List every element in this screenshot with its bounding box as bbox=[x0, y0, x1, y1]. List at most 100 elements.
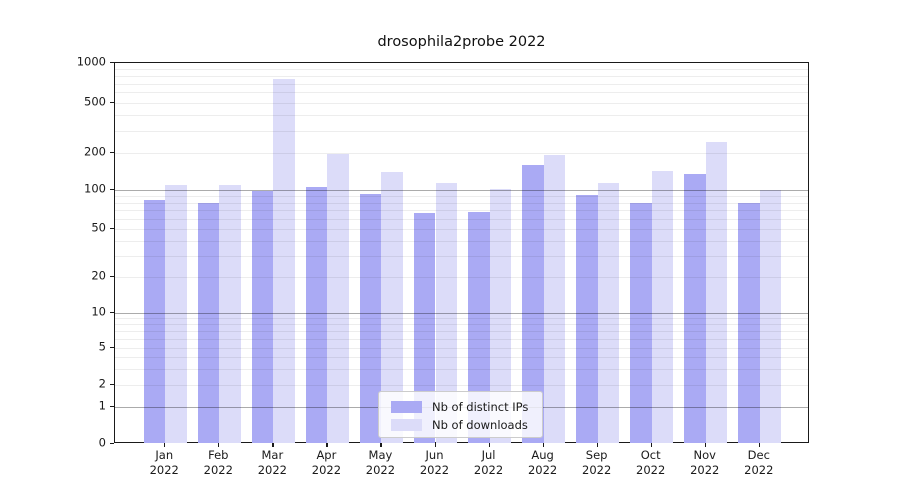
x-tick bbox=[272, 443, 274, 447]
minor-gridline bbox=[115, 115, 808, 117]
x-tick-label: Apr 2022 bbox=[311, 448, 342, 477]
y-tick bbox=[110, 384, 114, 386]
x-tick bbox=[650, 443, 652, 447]
x-tick-label: Sep 2022 bbox=[582, 448, 612, 477]
x-tick bbox=[596, 443, 598, 447]
bar-downloads-sep bbox=[597, 182, 620, 443]
y-tick-label: 100 bbox=[84, 181, 106, 196]
legend-swatch-downloads bbox=[391, 418, 422, 431]
x-tick-label: Jul 2022 bbox=[473, 448, 504, 477]
x-tick bbox=[542, 443, 544, 447]
x-tick bbox=[704, 443, 706, 447]
legend-label-downloads: Nb of downloads bbox=[432, 417, 528, 432]
y-tick-label: 1 bbox=[98, 398, 106, 413]
bar-distinct-ips-feb bbox=[197, 202, 220, 443]
plot-area bbox=[114, 62, 809, 443]
x-tick-label: Nov 2022 bbox=[690, 448, 720, 477]
bar-downloads-mar bbox=[273, 78, 295, 443]
y-tick bbox=[110, 102, 114, 104]
minor-gridline bbox=[115, 218, 808, 220]
x-tick bbox=[758, 443, 760, 447]
bar-distinct-ips-sep bbox=[576, 194, 598, 443]
y-tick bbox=[110, 406, 114, 408]
minor-gridline bbox=[115, 240, 808, 242]
y-tick-label: 2 bbox=[98, 376, 106, 391]
y-tick-label: 1000 bbox=[76, 54, 106, 69]
bar-downloads-may bbox=[381, 172, 404, 443]
x-tick bbox=[380, 443, 382, 447]
bar-downloads-nov bbox=[705, 141, 728, 443]
bar-downloads-jul bbox=[489, 189, 512, 443]
major-gridline bbox=[115, 190, 808, 191]
legend-swatch-distinct-ips bbox=[391, 400, 422, 413]
bar-distinct-ips-dec bbox=[738, 202, 760, 443]
bar-downloads-oct bbox=[651, 170, 674, 443]
y-tick bbox=[110, 189, 114, 191]
bar-distinct-ips-apr bbox=[305, 186, 328, 443]
minor-gridline bbox=[115, 255, 808, 257]
y-tick bbox=[110, 228, 114, 230]
y-tick-label: 500 bbox=[84, 94, 106, 109]
bar-downloads-jun bbox=[435, 183, 458, 443]
y-tick bbox=[110, 347, 114, 349]
bar-distinct-ips-mar bbox=[251, 190, 274, 443]
bar-distinct-ips-jan bbox=[143, 199, 166, 443]
minor-gridline bbox=[115, 69, 808, 71]
legend-item-downloads: Nb of downloads bbox=[391, 416, 542, 433]
minor-gridline bbox=[115, 385, 808, 386]
bar-downloads-aug bbox=[543, 154, 566, 443]
legend: Nb of distinct IPs Nb of downloads bbox=[378, 391, 543, 438]
x-tick bbox=[434, 443, 436, 447]
minor-gridline bbox=[115, 210, 808, 212]
minor-gridline bbox=[115, 83, 808, 85]
legend-label-distinct-ips: Nb of distinct IPs bbox=[432, 399, 529, 414]
x-tick-label: Jun 2022 bbox=[419, 448, 450, 477]
bar-distinct-ips-jun bbox=[413, 213, 436, 443]
minor-gridline bbox=[115, 75, 808, 77]
y-tick bbox=[110, 152, 114, 154]
x-tick-label: Jan 2022 bbox=[149, 448, 179, 477]
chart-title: drosophila2probe 2022 bbox=[377, 34, 546, 50]
y-tick-label: 20 bbox=[91, 268, 106, 283]
x-tick bbox=[488, 443, 490, 447]
bar-downloads-feb bbox=[219, 185, 241, 443]
y-tick-label: 200 bbox=[84, 144, 106, 159]
bar-distinct-ips-may bbox=[359, 194, 382, 443]
minor-gridline bbox=[115, 331, 808, 332]
minor-gridline bbox=[115, 348, 808, 349]
minor-gridline bbox=[115, 202, 808, 204]
major-gridline bbox=[115, 313, 808, 314]
y-tick bbox=[110, 443, 114, 445]
minor-gridline bbox=[115, 357, 808, 358]
bar-downloads-jan bbox=[165, 185, 187, 443]
x-tick-label: May 2022 bbox=[365, 448, 396, 477]
bar-downloads-dec bbox=[759, 190, 782, 443]
y-tick bbox=[110, 312, 114, 314]
minor-gridline bbox=[115, 92, 808, 94]
y-tick bbox=[110, 276, 114, 278]
x-tick-label: Feb 2022 bbox=[203, 448, 233, 477]
minor-gridline bbox=[115, 103, 808, 104]
x-tick-label: Aug 2022 bbox=[527, 448, 558, 477]
minor-gridline bbox=[115, 229, 808, 230]
minor-gridline bbox=[115, 324, 808, 326]
minor-gridline bbox=[115, 195, 808, 197]
minor-gridline bbox=[115, 338, 808, 340]
minor-gridline bbox=[115, 277, 808, 278]
bar-distinct-ips-oct bbox=[630, 202, 652, 443]
x-tick bbox=[326, 443, 328, 447]
x-tick-label: Dec 2022 bbox=[744, 448, 774, 477]
x-tick bbox=[218, 443, 220, 447]
y-tick-label: 10 bbox=[91, 304, 106, 319]
bar-distinct-ips-aug bbox=[522, 164, 544, 443]
bar-distinct-ips-nov bbox=[684, 174, 706, 443]
x-tick bbox=[164, 443, 166, 447]
minor-gridline bbox=[115, 130, 808, 132]
y-tick-label: 50 bbox=[91, 220, 106, 235]
minor-gridline bbox=[115, 368, 808, 370]
x-tick-label: Oct 2022 bbox=[636, 448, 666, 477]
y-tick-label: 0 bbox=[98, 435, 106, 450]
y-tick bbox=[110, 62, 114, 64]
x-tick-label: Mar 2022 bbox=[257, 448, 287, 477]
